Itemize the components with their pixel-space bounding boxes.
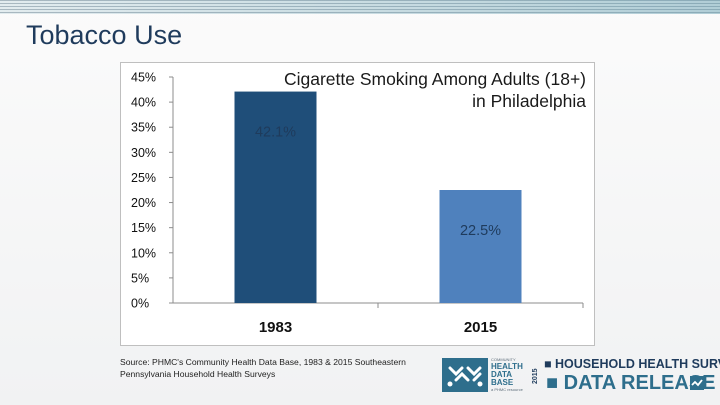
y-tick-label: 15% [131, 221, 156, 235]
x-tick-label: 1983 [259, 319, 292, 336]
chart-title-line: in Philadelphia [472, 91, 586, 111]
source-note: Source: PHMC's Community Health Data Bas… [120, 357, 406, 379]
y-tick-label: 30% [131, 146, 156, 160]
logo-phmc: a PHMC resource [491, 387, 523, 392]
y-tick-label: 35% [131, 121, 156, 135]
logo-data-base: DATA BASE [491, 370, 514, 387]
y-tick-label: 45% [131, 71, 156, 85]
logo-data-release: ■ DATA RELEASE [546, 372, 716, 394]
logo-year: 2015 [532, 368, 539, 384]
chart-title-line: Cigarette Smoking Among Adults (18+) [284, 69, 586, 89]
header-stripes [0, 0, 720, 14]
y-tick-label: 10% [131, 246, 156, 260]
header-accent [0, 0, 720, 14]
y-tick-label: 0% [131, 297, 149, 311]
y-tick-label: 40% [131, 96, 156, 110]
slide-title: Tobacco Use [26, 20, 183, 50]
chd-emblem-icon [442, 358, 488, 392]
y-tick-label: 25% [131, 171, 156, 185]
x-tick-label: 2015 [464, 319, 497, 336]
bar-chart-svg: 0% 5% 10% 15% 20% 25% 30% 35% 40% 45% 1983 42.1% 201… [131, 69, 586, 336]
data-label: 42.1% [255, 125, 296, 141]
chart-frame: 0% 5% 10% 15% 20% 25% 30% 35% 40% 45% 1983 42.1% 201… [120, 62, 595, 346]
survey-logo: COMMUNITY HEALTH DATA BASE a PHMC resour… [442, 355, 720, 397]
trend-icon [690, 376, 704, 390]
y-tick-label: 20% [131, 196, 156, 210]
chart: 0% 5% 10% 15% 20% 25% 30% 35% 40% 45% 1983 42.1% 201… [121, 63, 594, 345]
y-tick-label: 5% [131, 271, 149, 285]
logo-survey-title: ■ HOUSEHOLD HEALTH SURVEY [544, 357, 720, 371]
logo-health: HEALTH [491, 362, 523, 371]
bar [234, 91, 317, 303]
logo-community: COMMUNITY [491, 357, 516, 362]
data-label: 22.5% [460, 223, 501, 239]
bar [439, 190, 522, 303]
chd-logo-text: COMMUNITY HEALTH DATA BASE a PHMC resour… [491, 357, 535, 395]
